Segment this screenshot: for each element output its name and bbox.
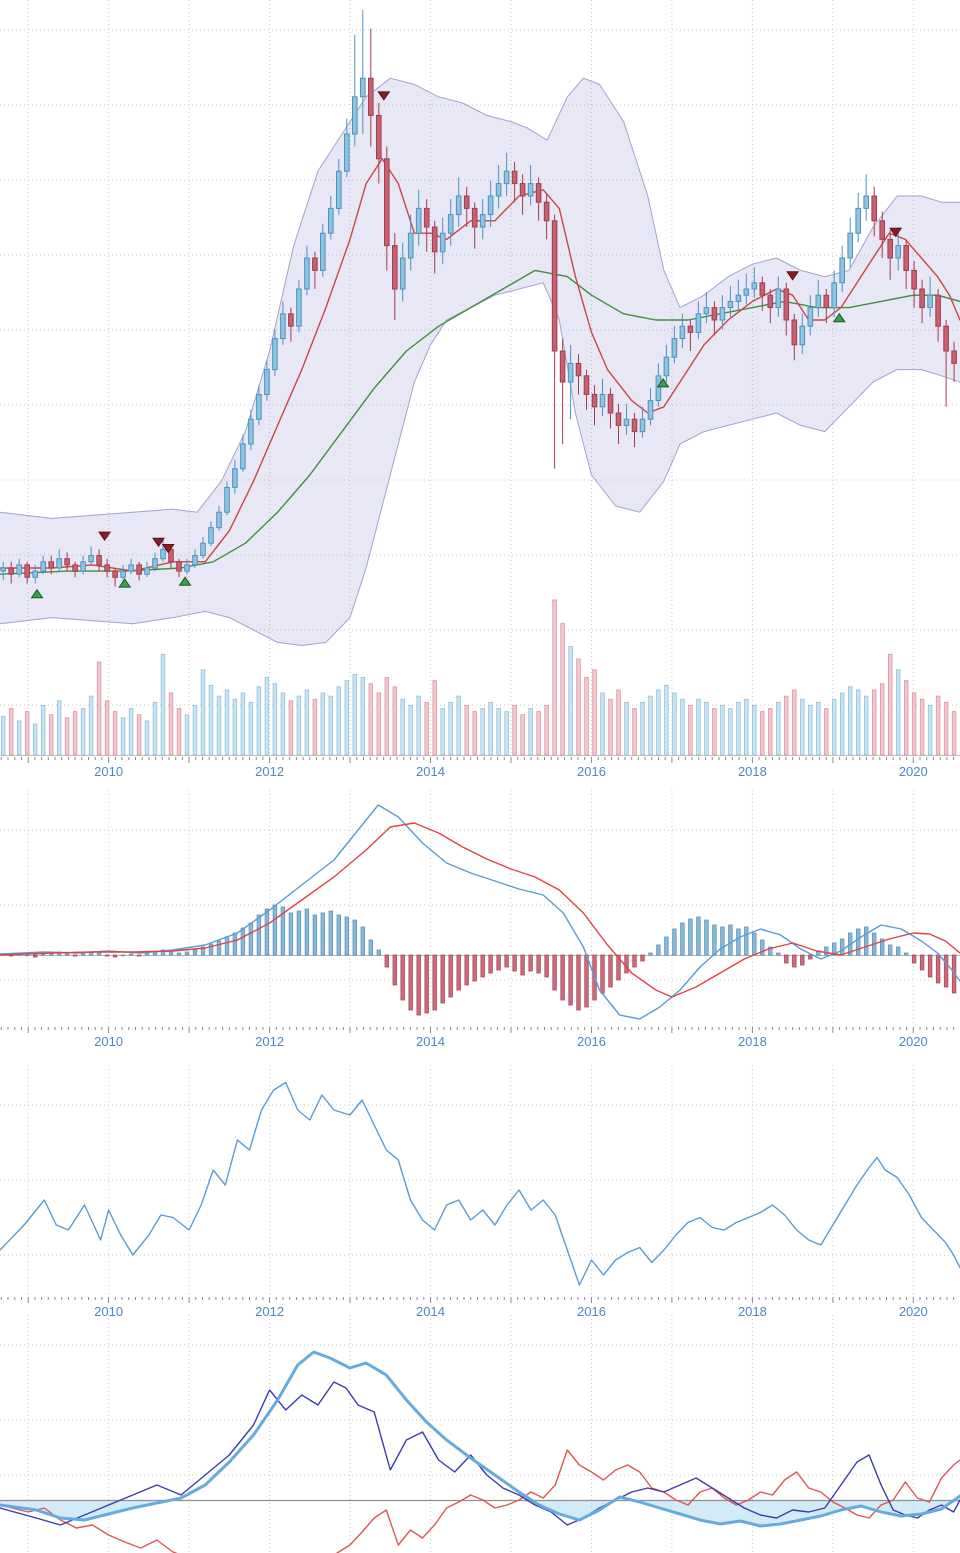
buy-marker-icon bbox=[30, 588, 44, 599]
candles bbox=[0, 10, 957, 587]
x-axis-label: 2016 bbox=[577, 1034, 606, 1049]
trade-markers bbox=[30, 91, 903, 599]
oscillator-line bbox=[0, 1081, 960, 1286]
sell-marker-icon bbox=[98, 531, 112, 541]
x-axis-label: 2020 bbox=[899, 764, 928, 779]
di-minus-line bbox=[0, 1449, 960, 1553]
buy-marker-icon bbox=[832, 312, 846, 323]
sell-marker-icon bbox=[889, 227, 903, 238]
x-axis-label: 2018 bbox=[738, 764, 767, 779]
x-axis: 2010 2012 2014 2016 2018 2020 2010 2012 2014 2016… bbox=[0, 757, 955, 1319]
x-axis-label: 2016 bbox=[577, 1304, 606, 1319]
di-plus-line bbox=[0, 1381, 960, 1526]
fast-ma-line bbox=[0, 158, 960, 572]
oscillator-panel bbox=[0, 1081, 960, 1286]
price-panel bbox=[0, 77, 960, 646]
macd-line bbox=[0, 804, 960, 1020]
buy-marker-icon bbox=[656, 378, 670, 388]
x-axis-label: 2010 bbox=[94, 1304, 123, 1319]
x-axis-label: 2012 bbox=[255, 764, 284, 779]
sell-marker-icon bbox=[377, 91, 391, 101]
macd-signal-line bbox=[0, 822, 960, 998]
x-axis-label: 2020 bbox=[899, 1034, 928, 1049]
sell-marker-icon bbox=[152, 537, 165, 548]
bollinger-band-fill bbox=[0, 78, 960, 646]
x-axis-label: 2010 bbox=[94, 764, 123, 779]
dmi-panel bbox=[0, 1350, 960, 1553]
bollinger-lower-line bbox=[0, 282, 960, 646]
dmi-negative-fill bbox=[0, 1500, 960, 1526]
x-axis-label: 2014 bbox=[416, 1304, 445, 1319]
buy-marker-icon bbox=[178, 576, 192, 586]
volume-panel bbox=[0, 599, 960, 756]
bollinger-upper-line bbox=[0, 77, 960, 519]
macd-panel bbox=[0, 804, 960, 1020]
adx-line bbox=[0, 1350, 960, 1528]
x-axis-label: 2012 bbox=[255, 1034, 284, 1049]
x-axis-label: 2018 bbox=[738, 1034, 767, 1049]
x-axis-label: 2020 bbox=[899, 1304, 928, 1319]
x-axis-label: 2016 bbox=[577, 764, 606, 779]
x-axis-label: 2014 bbox=[416, 1034, 445, 1049]
buy-marker-icon bbox=[118, 578, 132, 588]
x-axis-label: 2012 bbox=[255, 1304, 284, 1319]
sell-marker-icon bbox=[161, 544, 175, 554]
x-axis-label: 2018 bbox=[738, 1304, 767, 1319]
sell-marker-icon bbox=[786, 271, 800, 281]
x-axis-label: 2014 bbox=[416, 764, 445, 779]
x-axis-label: 2010 bbox=[94, 1034, 123, 1049]
